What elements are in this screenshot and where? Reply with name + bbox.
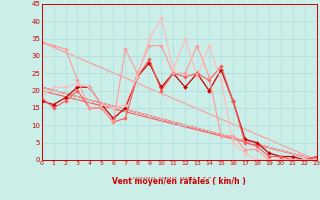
X-axis label: Vent moyen/en rafales ( km/h ): Vent moyen/en rafales ( km/h ) <box>112 178 246 186</box>
Text: ↗↗↗↗↗↗↗↗↗ ↗↗↗↗↗↗↗ ↗↗↗↗ ↗ → → → ↗ → →: ↗↗↗↗↗↗↗↗↗ ↗↗↗↗↗↗↗ ↗↗↗↗ ↗ → → → ↗ → → <box>132 176 227 180</box>
